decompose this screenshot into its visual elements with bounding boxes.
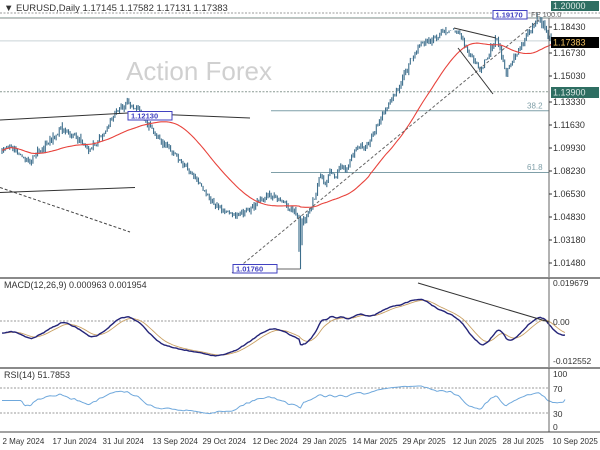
svg-text:61.8: 61.8: [527, 163, 543, 172]
svg-text:1.18430: 1.18430: [553, 22, 586, 32]
svg-text:Action Forex: Action Forex: [126, 56, 272, 86]
svg-text:▼ EURUSD,Daily 1.17145 1.175: ▼ EURUSD,Daily 1.17145 1.17582 1.17131 1…: [4, 3, 228, 14]
svg-text:1.03180: 1.03180: [553, 235, 586, 245]
svg-text:12 Dec 2024: 12 Dec 2024: [253, 437, 299, 446]
svg-text:1.01760: 1.01760: [236, 264, 263, 273]
svg-text:1.11630: 1.11630: [553, 120, 585, 130]
svg-text:29 Jan 2025: 29 Jan 2025: [303, 437, 348, 446]
svg-text:1.13900: 1.13900: [553, 88, 586, 98]
svg-text:29 Oct 2024: 29 Oct 2024: [203, 437, 247, 446]
svg-text:1.13330: 1.13330: [553, 97, 586, 107]
svg-text:0: 0: [553, 422, 558, 432]
svg-text:31 Jul 2024: 31 Jul 2024: [103, 437, 145, 446]
svg-text:1.08230: 1.08230: [553, 166, 586, 176]
svg-text:28 Jul 2025: 28 Jul 2025: [503, 437, 545, 446]
svg-text:1.16730: 1.16730: [553, 48, 586, 58]
svg-text:29 Apr 2025: 29 Apr 2025: [403, 437, 447, 446]
svg-text:1.20000: 1.20000: [553, 1, 586, 11]
svg-text:1.04830: 1.04830: [553, 212, 586, 222]
svg-text:1.17383: 1.17383: [553, 38, 586, 48]
svg-text:RSI(14) 51.7853: RSI(14) 51.7853: [4, 370, 70, 380]
svg-text:1.09930: 1.09930: [553, 143, 586, 153]
svg-text:30: 30: [553, 409, 563, 419]
svg-text:0.00: 0.00: [553, 317, 570, 327]
svg-text:FE 100.0: FE 100.0: [531, 10, 561, 19]
svg-text:1.15030: 1.15030: [553, 71, 586, 81]
svg-text:17 Jun 2024: 17 Jun 2024: [53, 437, 98, 446]
svg-text:1.01480: 1.01480: [553, 258, 586, 268]
svg-text:12 Jun 2025: 12 Jun 2025: [453, 437, 498, 446]
svg-text:10 Sep 2025: 10 Sep 2025: [553, 437, 599, 446]
svg-text:1.06530: 1.06530: [553, 189, 586, 199]
svg-text:13 Sep 2024: 13 Sep 2024: [153, 437, 199, 446]
svg-text:70: 70: [553, 384, 563, 394]
svg-text:38.2: 38.2: [527, 102, 543, 111]
svg-text:1.19170: 1.19170: [496, 10, 523, 19]
svg-text:MACD(12,26,9) 0.000963 0.00195: MACD(12,26,9) 0.000963 0.001954: [4, 280, 147, 290]
svg-text:100: 100: [553, 369, 567, 379]
svg-text:-0.012552: -0.012552: [553, 356, 592, 366]
svg-text:0.019679: 0.019679: [553, 278, 589, 288]
svg-text:1.12130: 1.12130: [131, 111, 158, 120]
svg-text:14 Mar 2025: 14 Mar 2025: [353, 437, 398, 446]
svg-text:2 May 2024: 2 May 2024: [3, 437, 45, 446]
